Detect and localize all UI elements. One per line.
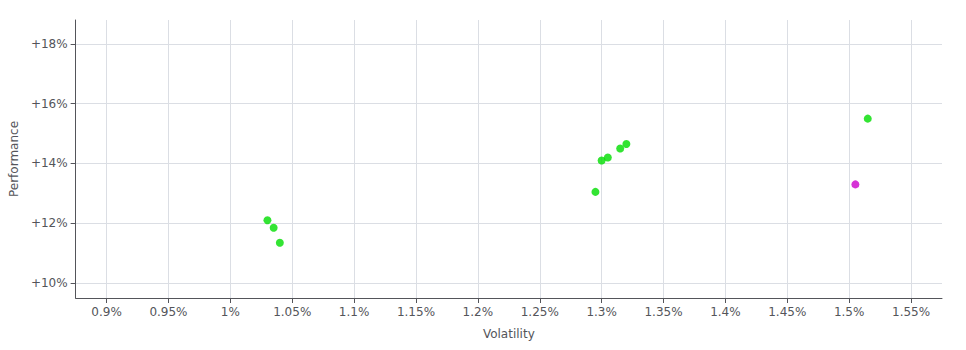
svg-text:1.25%: 1.25% xyxy=(521,305,559,319)
svg-text:1%: 1% xyxy=(221,305,240,319)
svg-text:Performance: Performance xyxy=(7,121,21,197)
svg-text:1.05%: 1.05% xyxy=(273,305,311,319)
svg-text:1.45%: 1.45% xyxy=(768,305,806,319)
svg-text:1.15%: 1.15% xyxy=(397,305,435,319)
svg-text:+18%: +18% xyxy=(31,37,68,51)
svg-text:Volatility: Volatility xyxy=(483,327,535,341)
svg-text:+12%: +12% xyxy=(31,216,68,230)
svg-text:1.3%: 1.3% xyxy=(586,305,617,319)
svg-text:+14%: +14% xyxy=(31,156,68,170)
svg-text:1.5%: 1.5% xyxy=(834,305,865,319)
svg-text:1.2%: 1.2% xyxy=(463,305,494,319)
svg-text:0.95%: 0.95% xyxy=(149,305,187,319)
svg-text:1.55%: 1.55% xyxy=(892,305,930,319)
svg-text:+10%: +10% xyxy=(31,276,68,290)
svg-text:1.4%: 1.4% xyxy=(710,305,741,319)
svg-text:1.35%: 1.35% xyxy=(644,305,682,319)
svg-text:1.1%: 1.1% xyxy=(339,305,370,319)
svg-text:+16%: +16% xyxy=(31,97,68,111)
svg-text:0.9%: 0.9% xyxy=(91,305,122,319)
